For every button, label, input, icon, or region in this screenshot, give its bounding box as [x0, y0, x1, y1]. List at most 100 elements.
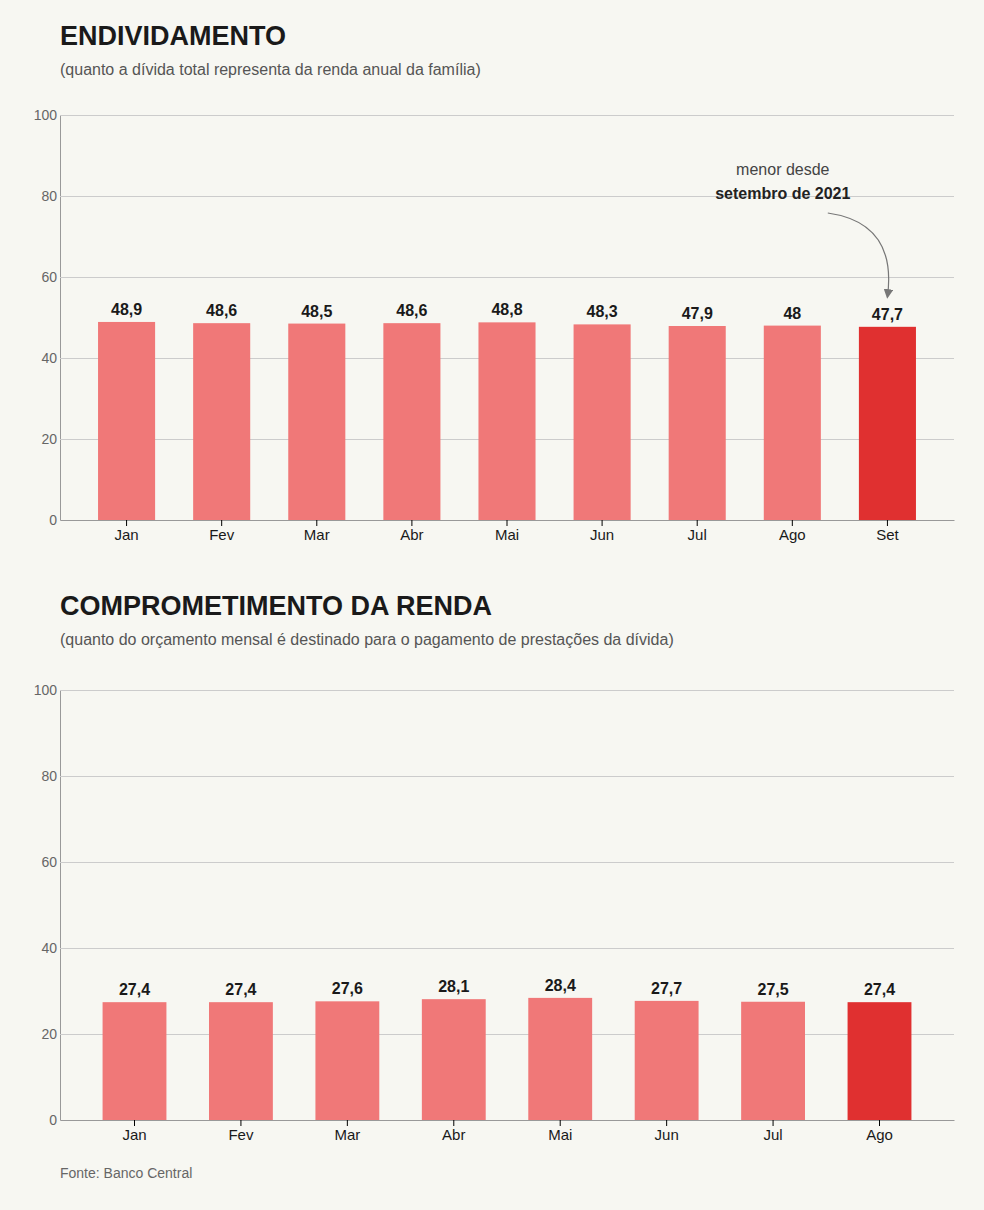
y-tick: 80	[41, 768, 954, 784]
bar	[859, 327, 916, 520]
value-label: 48	[783, 305, 801, 322]
x-tick: Abr	[442, 1120, 465, 1143]
x-tick: Jun	[590, 520, 614, 543]
bar	[528, 998, 592, 1120]
y-axis-line	[60, 116, 61, 521]
x-tick-label: Ago	[779, 526, 806, 543]
y-tick-label: 40	[41, 350, 57, 366]
x-tick: Jul	[763, 1120, 782, 1143]
bar	[574, 324, 631, 520]
annotation-arrow	[828, 213, 889, 297]
bar	[103, 1002, 167, 1120]
y-tick-label: 0	[49, 512, 57, 528]
x-tick-label: Mai	[495, 526, 519, 543]
value-label: 48,6	[206, 302, 237, 319]
value-label: 47,9	[682, 305, 713, 322]
x-tick-label: Mar	[304, 526, 330, 543]
x-tick-label: Jul	[688, 526, 707, 543]
x-tick-label: Set	[876, 526, 899, 543]
bar	[315, 1001, 379, 1120]
value-label: 48,3	[587, 303, 618, 320]
value-label: 48,5	[301, 303, 332, 320]
chart-0: 0 20 40 60 80 100 Jan Fev Mar Abr Mai Jun Jul Ago Set 4…	[34, 107, 955, 543]
x-tick: Ago	[779, 520, 806, 543]
x-tick: Jan	[122, 1120, 146, 1143]
y-tick-label: 80	[41, 768, 57, 784]
value-labels: 27,427,427,628,128,427,727,527,4	[119, 977, 895, 998]
x-tick: Jan	[114, 520, 138, 543]
bar	[764, 326, 821, 520]
x-tick-label: Mai	[548, 1126, 572, 1143]
x-tick: Set	[876, 520, 899, 543]
value-label: 27,7	[651, 980, 682, 997]
bar	[209, 1002, 273, 1120]
bar	[635, 1001, 699, 1120]
x-tick-label: Fev	[209, 526, 235, 543]
grid-line	[60, 1034, 954, 1035]
y-tick-label: 100	[34, 682, 58, 698]
chart-subtitle: (quanto do orçamento mensal é destinado …	[60, 631, 674, 648]
x-tick: Mai	[548, 1120, 572, 1143]
annotation-text: menor desde	[736, 161, 829, 178]
x-tick: Mai	[495, 520, 519, 543]
grid-line	[60, 776, 954, 777]
bars	[103, 998, 912, 1120]
x-tick: Jun	[655, 1120, 679, 1143]
x-tick-label: Abr	[442, 1126, 465, 1143]
bar	[98, 322, 155, 520]
source-text: Fonte: Banco Central	[60, 1165, 192, 1181]
x-tick-label: Ago	[866, 1126, 893, 1143]
y-axis: 0 20 40 60 80 100	[34, 682, 954, 1128]
y-tick-label: 20	[41, 431, 57, 447]
y-tick: 40	[41, 940, 954, 956]
x-tick: Fev	[209, 520, 235, 543]
bar	[848, 1002, 912, 1120]
x-tick-label: Jan	[114, 526, 138, 543]
bar	[741, 1002, 805, 1120]
x-tick: Abr	[400, 520, 423, 543]
y-axis-line	[60, 691, 61, 1121]
x-tick: Jul	[688, 520, 707, 543]
value-label: 27,4	[225, 981, 256, 998]
x-tick: Mar	[304, 520, 330, 543]
x-tick-label: Jan	[122, 1126, 146, 1143]
bars	[98, 322, 916, 520]
y-tick-label: 20	[41, 1026, 57, 1042]
value-label: 27,5	[758, 981, 789, 998]
x-tick-label: Mar	[334, 1126, 360, 1143]
x-tick: Ago	[866, 1120, 893, 1143]
grid-line	[60, 690, 954, 691]
y-tick: 100	[34, 107, 954, 123]
x-tick: Mar	[334, 1120, 360, 1143]
grid-line	[60, 948, 954, 949]
y-tick-label: 0	[49, 1112, 57, 1128]
annotation-text: setembro de 2021	[715, 185, 850, 202]
grid-line	[60, 862, 954, 863]
y-tick: 20	[41, 1026, 954, 1042]
annotation: menor desde setembro de 2021	[715, 161, 888, 297]
y-tick-label: 60	[41, 854, 57, 870]
chart-title: ENDIVIDAMENTO	[60, 21, 286, 51]
y-axis: 0 20 40 60 80 100	[34, 107, 954, 528]
y-tick: 60	[41, 269, 954, 285]
y-tick-label: 80	[41, 188, 57, 204]
bar	[478, 322, 535, 520]
chart-title: COMPROMETIMENTO DA RENDA	[60, 591, 492, 621]
chart-subtitle: (quanto a dívida total representa da ren…	[60, 61, 481, 78]
bar	[422, 999, 486, 1120]
x-tick-label: Fev	[228, 1126, 254, 1143]
value-label: 47,7	[872, 306, 903, 323]
y-tick: 60	[41, 854, 954, 870]
value-label: 28,4	[545, 977, 576, 994]
chart-canvas: 0 20 40 60 80 100 Jan Fev Mar Abr Mai Jun Jul Ago Set 4…	[0, 0, 984, 1210]
x-axis-line	[61, 1120, 955, 1121]
y-tick-label: 40	[41, 940, 57, 956]
value-label: 48,9	[111, 301, 142, 318]
bar	[193, 323, 250, 520]
bar	[669, 326, 726, 520]
grid-line	[60, 277, 954, 278]
grid-line	[60, 1120, 954, 1121]
value-label: 48,6	[396, 302, 427, 319]
x-tick: Fev	[228, 1120, 254, 1143]
y-tick-label: 100	[34, 107, 58, 123]
